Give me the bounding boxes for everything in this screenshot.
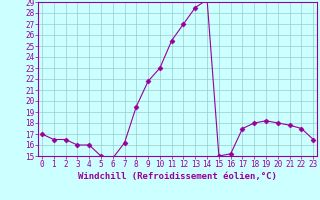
X-axis label: Windchill (Refroidissement éolien,°C): Windchill (Refroidissement éolien,°C)	[78, 172, 277, 181]
